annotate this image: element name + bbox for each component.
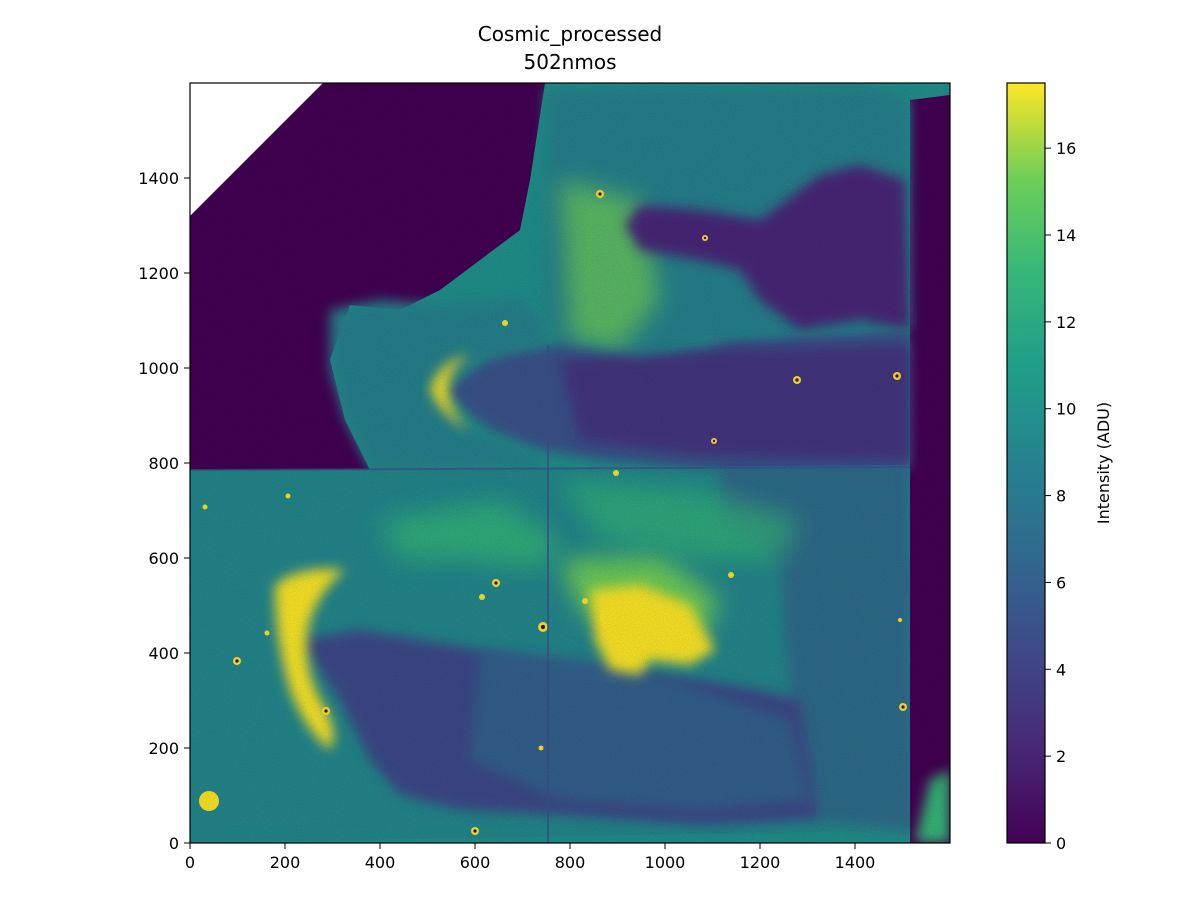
colorbar-tick-label: 16 bbox=[1056, 139, 1076, 158]
colorbar-tick-label: 12 bbox=[1056, 313, 1076, 332]
y-tick-label: 800 bbox=[148, 454, 179, 473]
colorbar-axis: 0 2 4 6 8 10 12 14 16 bbox=[1045, 139, 1076, 853]
y-tick-label: 1200 bbox=[138, 264, 179, 283]
colorbar-tick-label: 2 bbox=[1056, 747, 1066, 766]
y-tick-label: 1000 bbox=[138, 359, 179, 378]
x-tick-label: 1400 bbox=[835, 853, 876, 872]
y-tick-label: 200 bbox=[148, 739, 179, 758]
x-tick-label: 800 bbox=[555, 853, 586, 872]
x-tick-label: 200 bbox=[270, 853, 301, 872]
colorbar-tick-label: 14 bbox=[1056, 226, 1076, 245]
y-tick-label: 600 bbox=[148, 549, 179, 568]
colorbar-tick-label: 10 bbox=[1056, 400, 1076, 419]
y-tick-label: 0 bbox=[169, 834, 179, 853]
colorbar-tick-label: 6 bbox=[1056, 573, 1066, 592]
x-tick-label: 400 bbox=[365, 853, 396, 872]
colorbar-frame bbox=[1006, 82, 1046, 844]
y-axis: 0 200 400 600 800 1000 1200 1400 bbox=[138, 169, 190, 853]
x-tick-label: 0 bbox=[185, 853, 195, 872]
heatmap-image bbox=[190, 83, 950, 843]
y-tick-label: 1400 bbox=[138, 169, 179, 188]
x-tick-label: 1000 bbox=[645, 853, 686, 872]
x-axis: 0 200 400 600 800 1000 1200 1400 bbox=[185, 843, 875, 872]
x-tick-label: 1200 bbox=[740, 853, 781, 872]
y-tick-label: 400 bbox=[148, 644, 179, 663]
chart-subtitle: 502nmos bbox=[524, 50, 617, 74]
colorbar-tick-label: 0 bbox=[1056, 834, 1066, 853]
colorbar-tick-label: 8 bbox=[1056, 487, 1066, 506]
colorbar-label: Intensity (ADU) bbox=[1094, 402, 1113, 524]
colorbar bbox=[1007, 83, 1045, 843]
x-tick-label: 600 bbox=[460, 853, 491, 872]
chart-title: Cosmic_processed bbox=[478, 22, 663, 46]
colorbar-tick-label: 4 bbox=[1056, 660, 1066, 679]
